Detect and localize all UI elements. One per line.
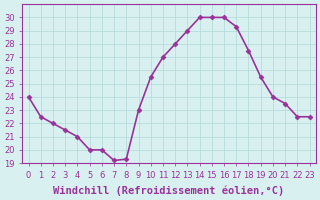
X-axis label: Windchill (Refroidissement éolien,°C): Windchill (Refroidissement éolien,°C) bbox=[53, 185, 285, 196]
